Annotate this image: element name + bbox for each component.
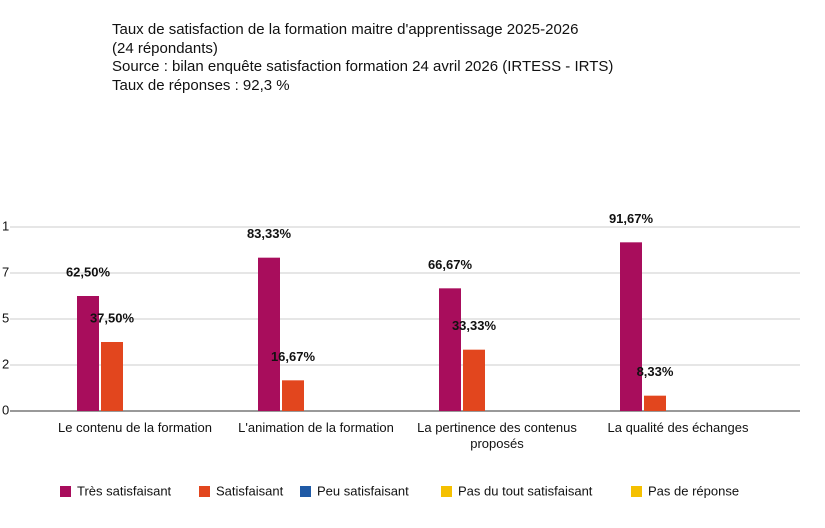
bar [620, 242, 642, 411]
legend-swatch [631, 486, 642, 497]
legend-swatch [199, 486, 210, 497]
title-line: Taux de satisfaction de la formation mai… [112, 21, 579, 38]
bar [644, 395, 666, 411]
title-line: Source : bilan enquête satisfaction form… [112, 58, 614, 75]
data-label: 66,67% [428, 257, 473, 272]
bar [77, 296, 99, 411]
bar [101, 342, 123, 411]
legend-label: Pas de réponse [648, 483, 739, 498]
legend-label: Peu satisfaisant [317, 483, 409, 498]
legend-label: Très satisfaisant [77, 483, 172, 498]
title: Taux de satisfaction de la formation mai… [112, 21, 613, 95]
y-tick-label: 1 [2, 218, 9, 233]
y-tick-label: 7 [2, 264, 9, 279]
y-tick-label: 5 [2, 310, 9, 325]
bar [439, 288, 461, 411]
bar [258, 257, 280, 411]
data-label: 91,67% [609, 211, 654, 226]
data-label: 8,33% [637, 364, 674, 379]
x-tick-label: Le contenu de la formation [58, 420, 212, 435]
title-line: Taux de réponses : 92,3 % [112, 76, 290, 94]
legend-label: Satisfaisant [216, 483, 284, 498]
x-tick-label: L'animation de la formation [238, 420, 394, 435]
x-tick-label: La qualité des échanges [607, 420, 749, 435]
data-label: 83,33% [247, 226, 292, 241]
y-tick-label: 0 [2, 402, 9, 417]
legend-swatch [300, 486, 311, 497]
legend-swatch [441, 486, 452, 497]
bar [282, 380, 304, 411]
legend-label: Pas du tout satisfaisant [458, 483, 593, 498]
x-tick-label: La pertinence des contenus proposés [417, 420, 577, 451]
data-label: 62,50% [66, 264, 111, 279]
y-tick-label: 2 [2, 356, 9, 371]
data-label: 16,67% [271, 349, 316, 364]
bar [463, 349, 485, 411]
data-label: 37,50% [90, 310, 135, 325]
legend-swatch [60, 486, 71, 497]
data-label: 33,33% [452, 318, 497, 333]
title-line: (24 répondants) [112, 39, 218, 57]
